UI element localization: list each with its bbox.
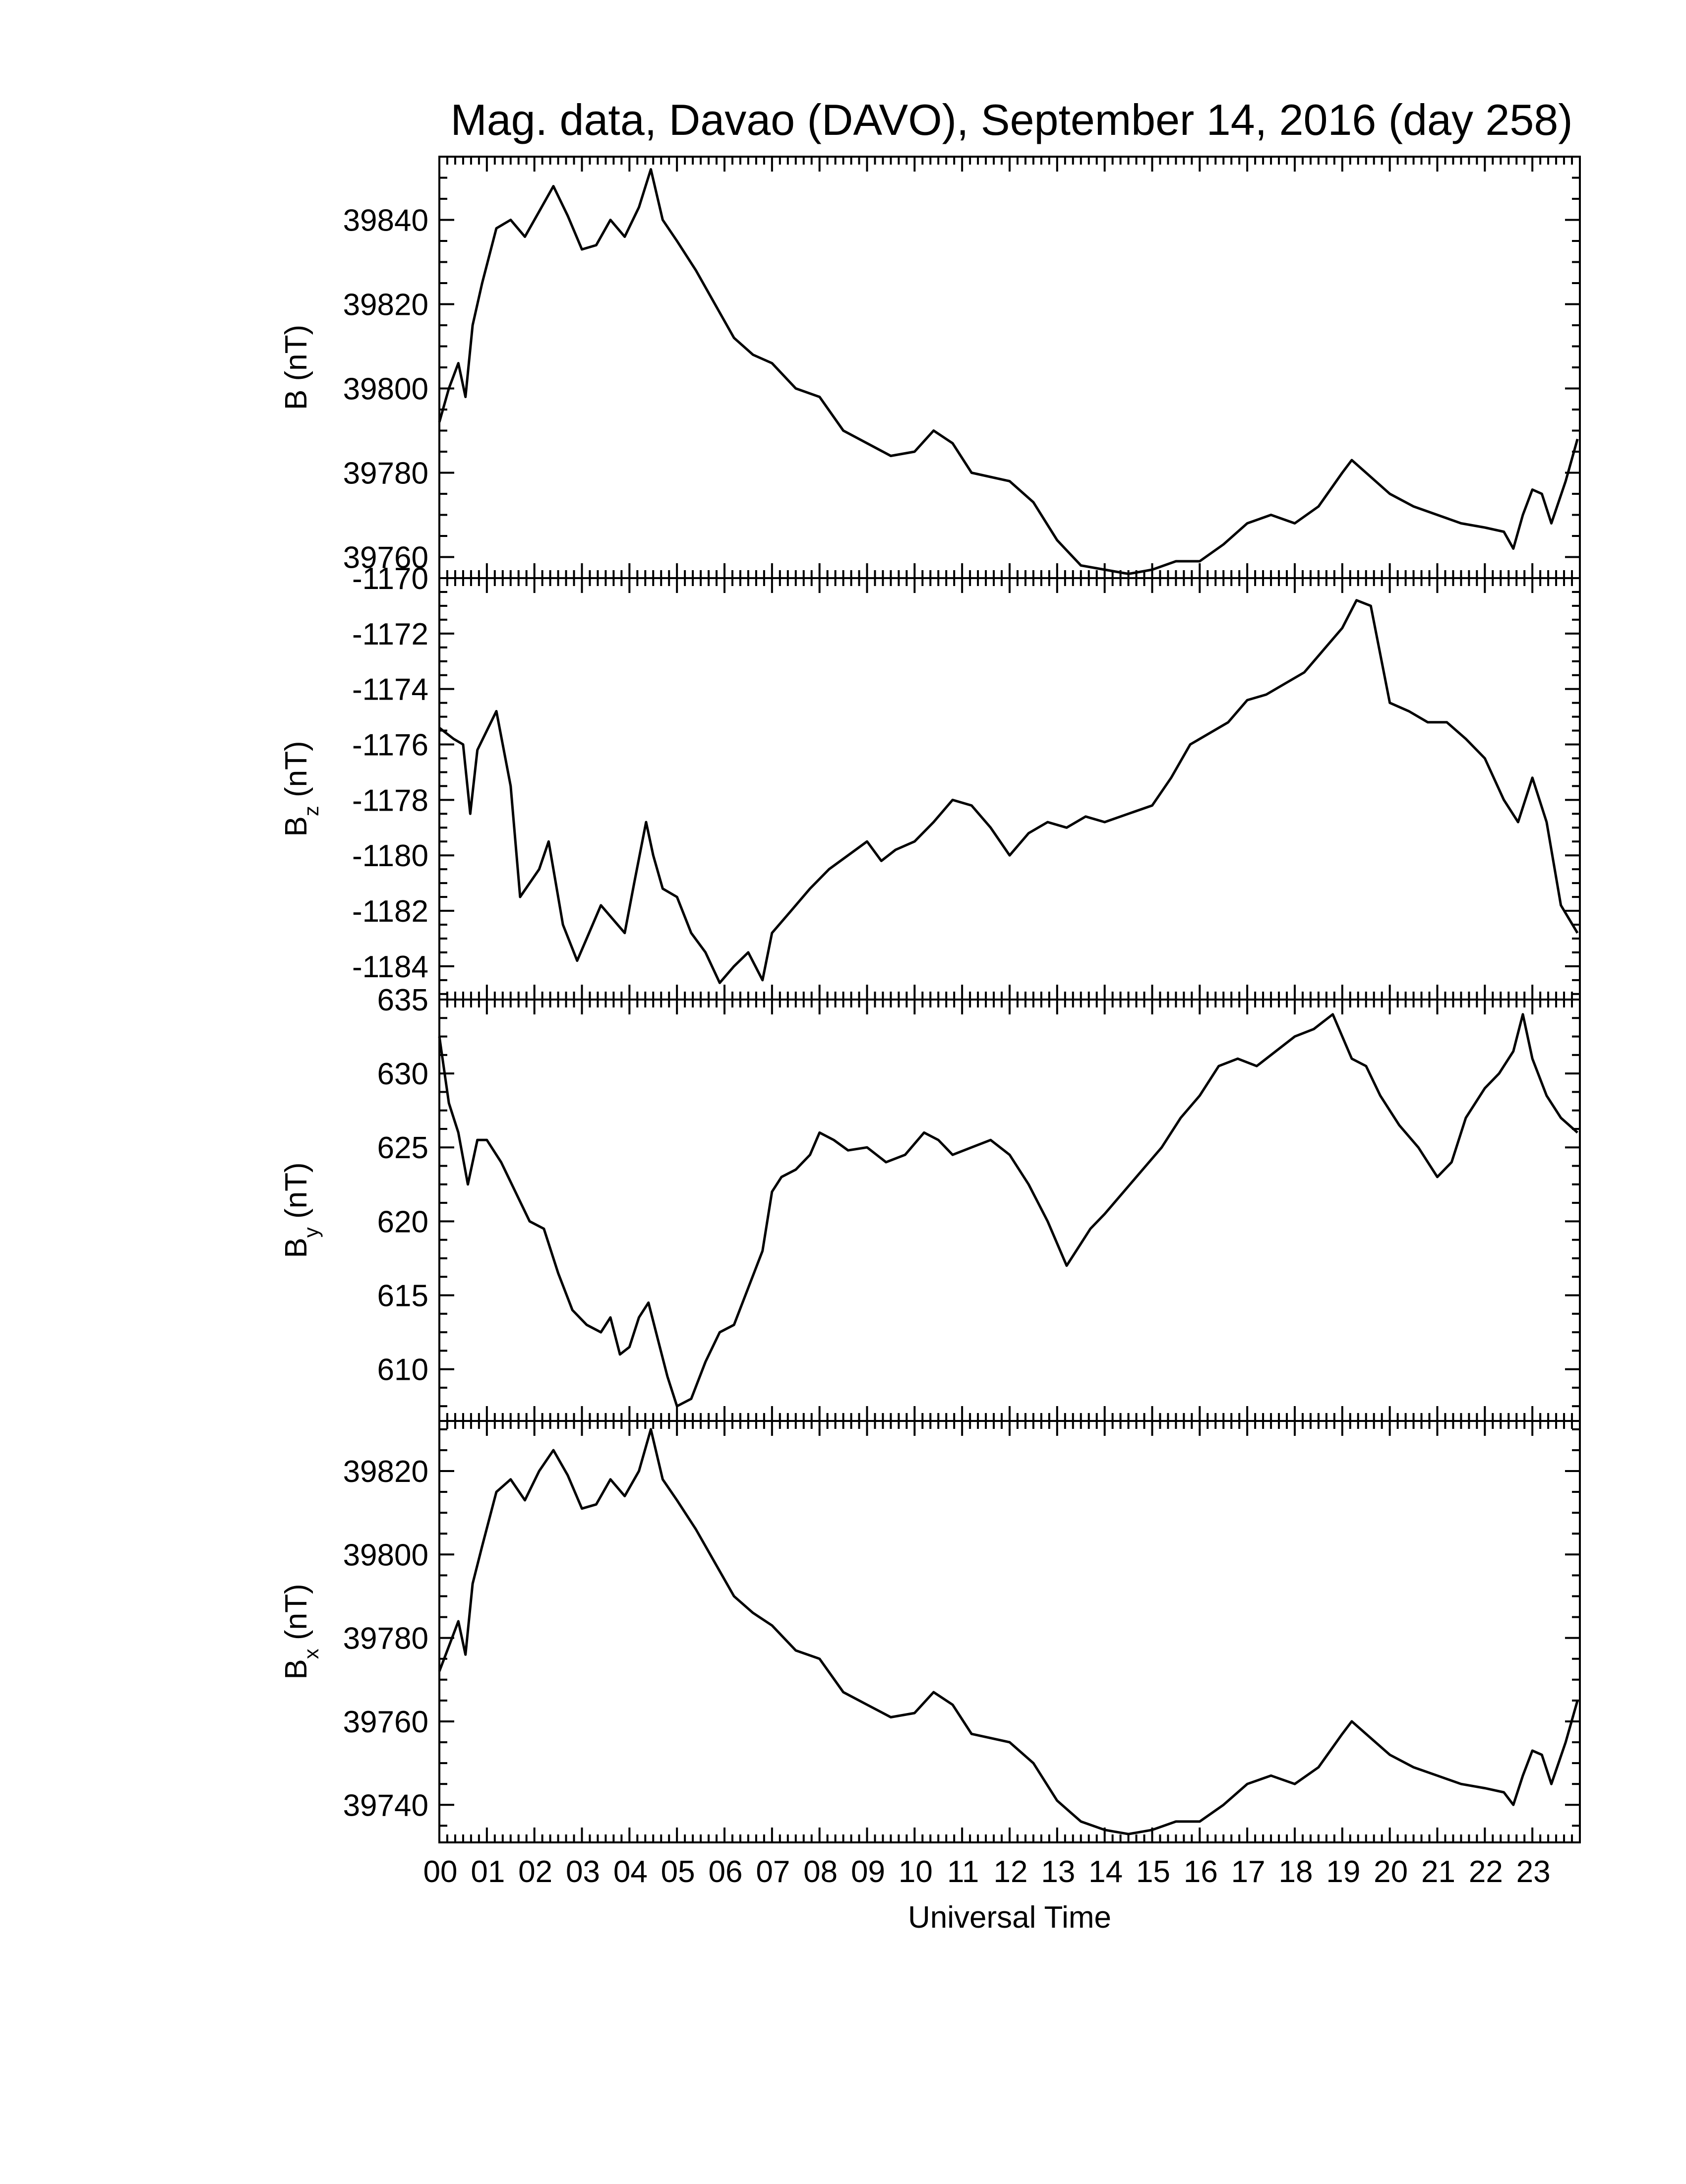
x-axis: 00 01 02 03 04 05 06 07 08 09 10 11 12 13 14 15 16 17 18 19…: [423, 1855, 1551, 1889]
panel-frame-Bz: [438, 577, 1581, 1001]
y-tick-label-B: 39840: [343, 204, 428, 238]
y-axis-label-main: B: [279, 1659, 313, 1679]
x-tick-label: 03: [566, 1855, 600, 1889]
x-axis-label: Universal Time: [908, 1900, 1111, 1935]
y-tick-label-Bx: 39760: [343, 1705, 428, 1739]
x-tick-label: 08: [803, 1855, 838, 1889]
y-tick-label-Bx: 39820: [343, 1455, 428, 1489]
y-axis-label-unit: (nT): [279, 325, 313, 390]
x-tick-label: 07: [756, 1855, 790, 1889]
panel-Bx: 39740 39760 39780 39800 39820 Bx (nT): [279, 1420, 1581, 1843]
y-tick-label-B: 39820: [343, 288, 428, 322]
y-axis-label-Bz: Bz (nT): [279, 741, 323, 836]
y-tick-label-Bz: -1184: [352, 950, 428, 984]
series-line-Bz: [438, 599, 1579, 984]
y-tick-label-B: 39780: [343, 457, 428, 491]
x-tick-label: 09: [851, 1855, 885, 1889]
x-tick-label: 23: [1516, 1855, 1551, 1889]
y-tick-label-Bx: 39740: [343, 1788, 428, 1823]
y-tick-label-Bz: -1174: [352, 673, 428, 707]
y-tick-label-Bx: 39780: [343, 1622, 428, 1656]
y-tick-label-Bz: -1170: [352, 562, 428, 596]
y-tick-label-Bx: 39800: [343, 1538, 428, 1572]
panel-B: 39760 39780 39800 39820 39840 B (nT): [279, 156, 1581, 579]
x-tick-label: 21: [1421, 1855, 1455, 1889]
x-tick-label: 02: [518, 1855, 552, 1889]
x-tick-label: 06: [709, 1855, 743, 1889]
y-tick-label-Bz: -1172: [352, 617, 428, 651]
x-tick-label: 10: [899, 1855, 933, 1889]
x-tick-label: 17: [1231, 1855, 1265, 1889]
y-axis-label-unit: (nT): [279, 1162, 313, 1227]
series-line-By: [438, 1013, 1578, 1408]
y-axis-label-main: B: [279, 1238, 313, 1258]
y-tick-label-By: 625: [377, 1131, 428, 1165]
y-tick-label-B: 39800: [343, 372, 428, 407]
y-axis-label-B: B (nT): [279, 325, 313, 410]
y-tick-label-B: 39760: [343, 541, 428, 575]
y-tick-label-Bz: -1176: [352, 728, 428, 763]
x-tick-label: 15: [1136, 1855, 1170, 1889]
x-tick-label: 00: [423, 1855, 458, 1889]
y-tick-label-By: 630: [377, 1057, 428, 1091]
y-axis-label-main: B: [279, 390, 313, 410]
y-tick-label-By: 635: [377, 983, 428, 1017]
x-tick-label: 13: [1041, 1855, 1075, 1889]
y-axis-label-unit: (nT): [279, 1584, 313, 1649]
y-tick-label-By: 610: [377, 1353, 428, 1387]
y-axis-label-unit: (nT): [279, 741, 313, 806]
x-tick-label: 20: [1374, 1855, 1408, 1889]
x-tick-label: 16: [1184, 1855, 1218, 1889]
chart-title: Mag. data, Davao (DAVO), September 14, 2…: [450, 95, 1572, 144]
y-tick-label-Bz: -1182: [352, 894, 428, 929]
x-tick-label: 12: [994, 1855, 1028, 1889]
y-axis-label-Bx: Bx (nT): [279, 1584, 323, 1679]
panel-By: 610 615 620 625 630 635 By (nT): [279, 983, 1581, 1422]
x-tick-label: 14: [1088, 1855, 1123, 1889]
x-tick-label: 05: [661, 1855, 695, 1889]
panel-frame-Bx: [438, 1420, 1581, 1843]
x-tick-label: 19: [1326, 1855, 1360, 1889]
y-tick-label-Bz: -1178: [352, 783, 428, 818]
y-tick-label-By: 615: [377, 1279, 428, 1313]
y-axis-label-sub: z: [300, 806, 323, 816]
y-tick-label-Bz: -1180: [352, 839, 428, 873]
x-tick-label: 18: [1279, 1855, 1313, 1889]
y-tick-label-By: 620: [377, 1205, 428, 1239]
x-tick-label: 04: [613, 1855, 648, 1889]
series-line-Bx: [438, 1428, 1579, 1835]
x-tick-label: 22: [1469, 1855, 1503, 1889]
y-axis-label-main: B: [279, 816, 313, 836]
y-axis-label-By: By (nT): [279, 1162, 323, 1258]
series-line-B: [438, 168, 1579, 575]
y-axis-label-sub: y: [300, 1227, 323, 1238]
panel-Bz: -1184 -1182 -1180 -1178 -1176 -1174 -1172 -1170…: [279, 562, 1581, 1001]
x-tick-label: 01: [471, 1855, 505, 1889]
panel-frame-By: [438, 999, 1581, 1422]
y-axis-label-sub: x: [300, 1649, 323, 1659]
x-tick-label: 11: [947, 1855, 979, 1889]
